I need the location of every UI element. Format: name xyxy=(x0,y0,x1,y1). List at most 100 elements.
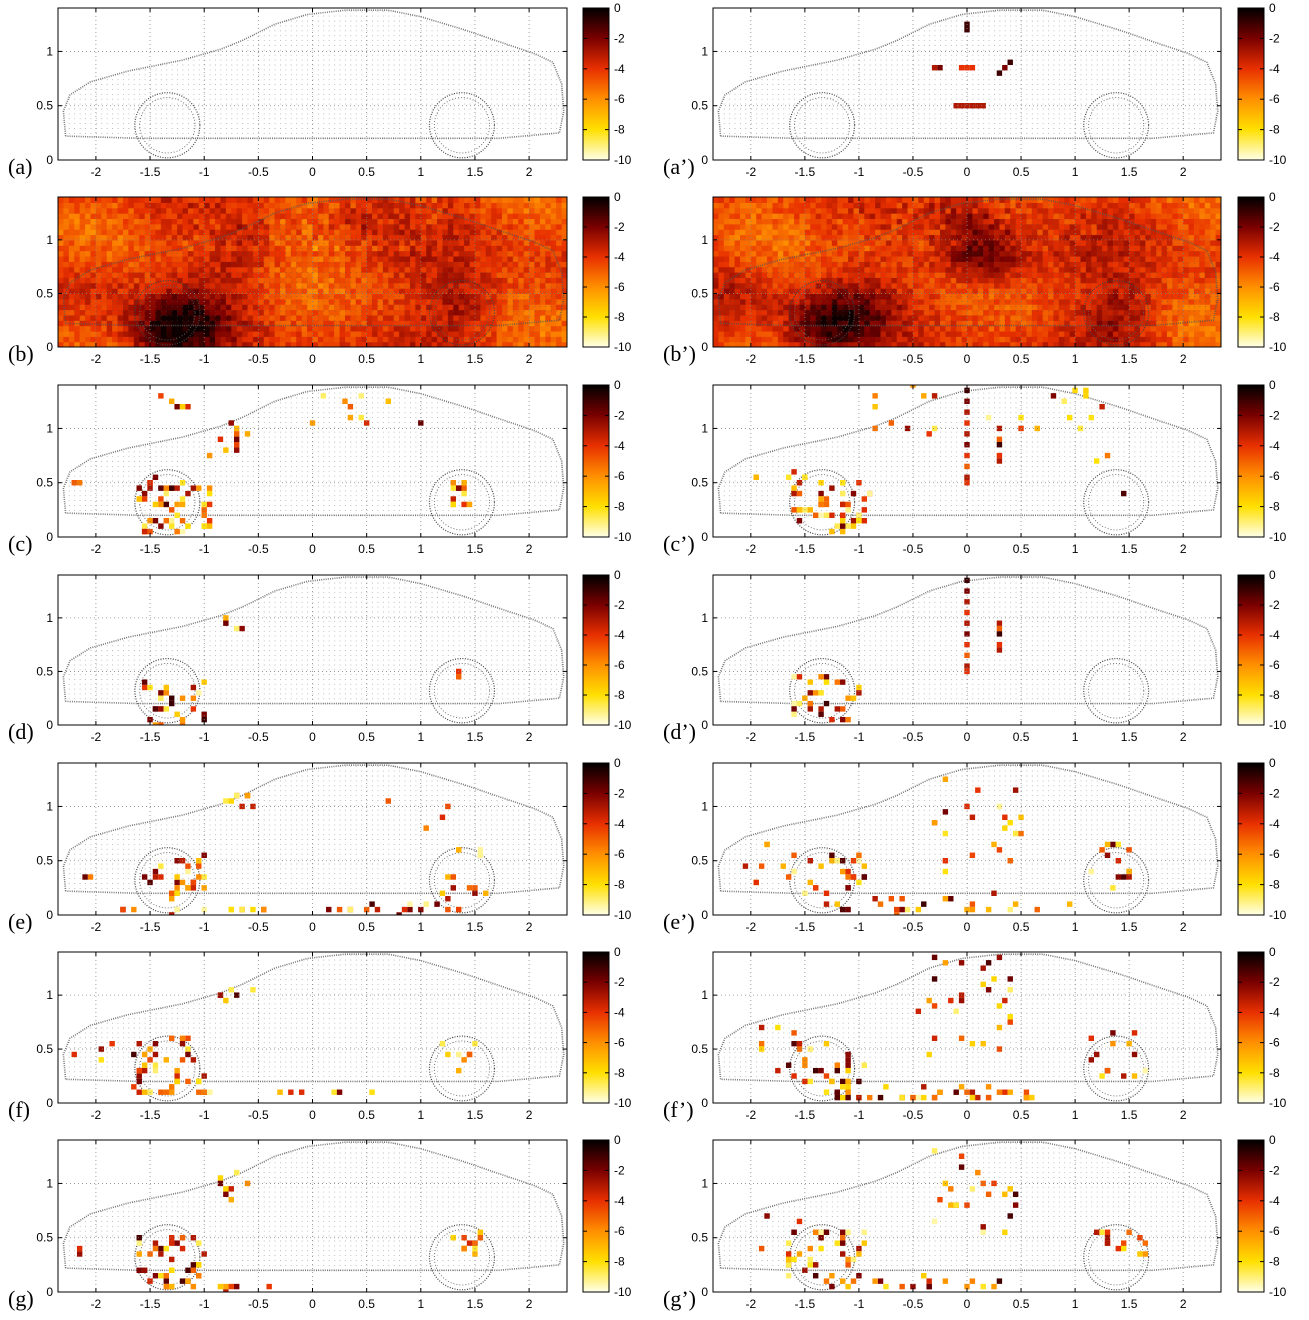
heat-cell xyxy=(474,218,481,225)
heat-cell xyxy=(907,325,914,332)
heat-cell xyxy=(810,245,817,252)
heat-cell xyxy=(1010,250,1017,257)
heat-cell xyxy=(1010,298,1017,305)
heat-cell xyxy=(231,223,238,230)
heat-cell xyxy=(274,272,281,278)
heat-cell xyxy=(193,234,200,241)
heat-cell xyxy=(187,245,194,252)
heat-cell xyxy=(518,330,525,337)
heat-cell xyxy=(453,330,460,337)
heat-cell xyxy=(420,304,427,311)
heat-cell xyxy=(339,207,346,214)
heat-cell xyxy=(1010,266,1017,273)
heat-cell xyxy=(74,272,81,278)
heat-cell xyxy=(209,234,216,241)
heat-cell xyxy=(469,309,476,316)
heat-cell xyxy=(853,266,860,273)
heat-cell xyxy=(718,330,725,337)
heat-cell xyxy=(837,261,844,268)
heat-cell xyxy=(1075,261,1082,268)
heat-cell xyxy=(469,229,476,236)
heat-cell xyxy=(204,336,211,343)
heat-cell xyxy=(182,330,189,337)
heat-cell xyxy=(1053,293,1060,300)
colorbar-tick-label: -4 xyxy=(614,62,625,76)
heat-cell xyxy=(269,330,276,337)
heat-cell xyxy=(772,314,779,321)
heat-cell xyxy=(193,202,200,209)
heat-cell xyxy=(171,325,178,332)
heat-cell xyxy=(1102,320,1109,327)
heat-cell xyxy=(285,213,292,220)
heat-cell xyxy=(507,293,514,300)
heat-cell xyxy=(934,314,941,321)
heat-cell xyxy=(106,213,113,220)
heat-cell xyxy=(977,234,984,241)
heat-cell xyxy=(225,288,232,295)
colorbar-tick-label: -8 xyxy=(1269,123,1280,137)
heat-cell xyxy=(810,309,817,316)
heat-cell xyxy=(912,309,919,316)
heat-cell xyxy=(799,223,806,230)
heat-cell xyxy=(491,336,498,343)
heat-cell xyxy=(869,341,876,347)
heat-cell xyxy=(523,314,530,321)
heat-cell xyxy=(885,234,892,241)
heat-cell xyxy=(366,239,373,246)
heat-cell xyxy=(826,314,833,321)
heat-cell xyxy=(280,261,287,268)
heat-cell xyxy=(1145,336,1152,343)
heat-cell xyxy=(858,266,865,273)
heat-cell xyxy=(523,207,530,214)
heat-cell xyxy=(907,341,914,347)
heat-cell xyxy=(1075,309,1082,316)
heat-cell xyxy=(1102,213,1109,220)
heat-cell xyxy=(967,223,974,230)
heat-cell xyxy=(842,304,849,311)
heat-cell xyxy=(90,266,97,273)
heat-cell xyxy=(399,239,406,246)
heat-cell xyxy=(231,277,238,284)
heat-cell xyxy=(1004,325,1011,332)
heat-cell xyxy=(242,261,249,268)
heat-cell xyxy=(252,245,259,252)
heat-cell xyxy=(204,223,211,230)
heat-cell xyxy=(550,325,557,332)
heat-cell xyxy=(713,234,720,241)
colorbar-tick-label: -10 xyxy=(1269,153,1287,167)
heat-cell xyxy=(837,341,844,347)
heat-cell xyxy=(409,325,416,332)
heat-cell xyxy=(907,202,914,209)
heat-cell xyxy=(1085,218,1092,225)
heat-cell xyxy=(902,207,909,214)
heat-cell xyxy=(79,250,86,257)
heat-cell xyxy=(994,266,1001,273)
heat-cell xyxy=(550,245,557,252)
heat-cell xyxy=(858,336,865,343)
heat-cell xyxy=(1139,288,1146,295)
heat-cell xyxy=(63,341,70,347)
heat-cell xyxy=(550,336,557,343)
heat-cell xyxy=(961,229,968,236)
heat-cell xyxy=(740,288,747,295)
heat-cell xyxy=(344,261,352,268)
heat-cell xyxy=(399,277,406,284)
heat-cell xyxy=(1112,266,1119,273)
heat-cell xyxy=(896,320,903,327)
heat-cell xyxy=(950,213,957,220)
heat-cell xyxy=(144,229,151,236)
heat-cell xyxy=(713,325,720,332)
heat-cell xyxy=(112,261,119,268)
heat-cell xyxy=(231,261,238,268)
heat-cell xyxy=(280,298,287,305)
heat-cell xyxy=(317,207,324,214)
heat-cell xyxy=(388,298,395,305)
heat-cell xyxy=(912,336,919,343)
heat-cell xyxy=(950,282,957,289)
heat-cell xyxy=(447,341,454,347)
heat-cell xyxy=(837,330,844,337)
heat-cell xyxy=(507,277,514,284)
heat-cell xyxy=(112,320,119,327)
heat-cell xyxy=(999,239,1006,246)
colorbar-tick-label: -2 xyxy=(614,31,625,45)
